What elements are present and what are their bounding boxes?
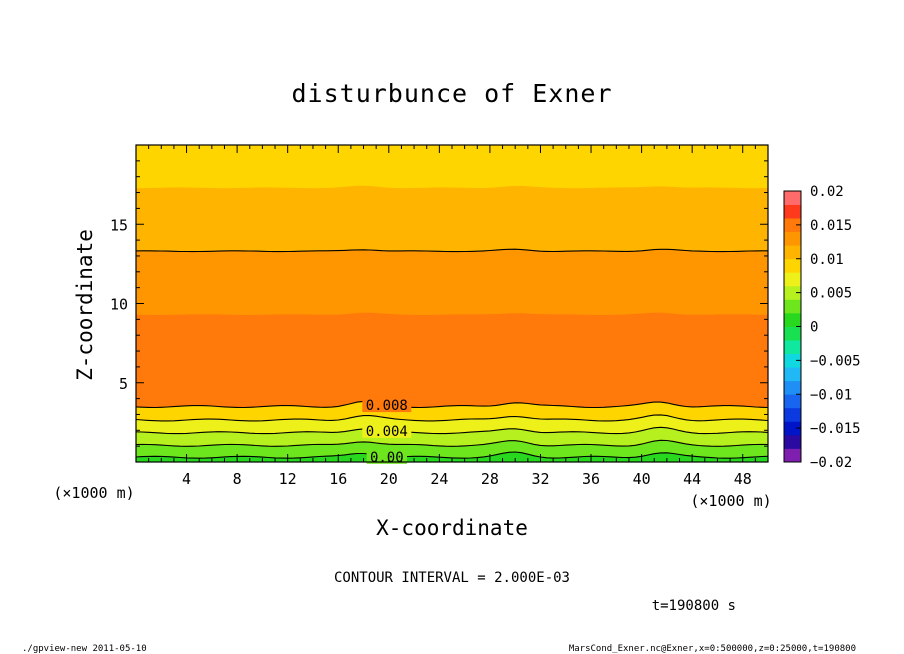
- colorbar-tick-label: 0.015: [810, 218, 852, 234]
- x-tick-label: 4: [182, 470, 191, 488]
- colorbar-ticks: 0.02 0.015 0.01 0.005 0 −0.005 −0.01 −0.015 −0.0…: [796, 184, 861, 471]
- y-tick-label: 15: [110, 216, 128, 234]
- contour-label-bg-0: [366, 449, 407, 464]
- colorbar-tick-label: 0.02: [810, 184, 844, 200]
- y-tick-label: 5: [119, 375, 128, 393]
- x-tick-label: 44: [683, 470, 701, 488]
- contour-label-0: 0.00: [370, 450, 404, 466]
- colorbar-swatch: [784, 380, 801, 395]
- x-tick-label: 16: [329, 470, 347, 488]
- footer-right: MarsCond_Exner.nc@Exner,x=0:500000,z=0:2…: [569, 644, 856, 654]
- x-tick-label: 48: [734, 470, 752, 488]
- x-tick-label: 8: [233, 470, 242, 488]
- x-axis-unit: (×1000 m): [690, 492, 771, 510]
- colorbar-swatch: [784, 448, 801, 463]
- colorbar-swatch: [784, 407, 801, 422]
- colorbar-tick-label: 0: [810, 320, 818, 336]
- colorbar-swatch: [784, 258, 801, 273]
- filled-contour-bands: [136, 145, 768, 462]
- contour-label-bg-4: [362, 398, 412, 413]
- colorbar-swatch: [784, 340, 801, 354]
- x-tick-label: 36: [582, 470, 600, 488]
- colorbar-tick-label: −0.01: [810, 387, 852, 403]
- colorbar-tick-label: −0.02: [810, 455, 852, 471]
- colorbar-swatch: [784, 421, 801, 436]
- colorbar-tick-label: 0.01: [810, 252, 844, 268]
- x-axis-ticks: 4 8 12 16 20 24 28 32 36 40 44 48: [135, 145, 769, 488]
- colorbar-tick-label: 0.005: [810, 286, 852, 302]
- colorbar-swatch: [784, 353, 801, 368]
- y-axis-label: Z-coordinate: [73, 229, 97, 381]
- contour-band-8: [136, 452, 768, 462]
- colorbar-swatch: [784, 204, 801, 219]
- colorbar-swatch: [784, 285, 801, 300]
- x-tick-label: 24: [430, 470, 448, 488]
- colorbar-swatch: [784, 231, 801, 246]
- time-stamp: t=190800 s: [652, 598, 736, 614]
- contour-line-5: [135, 248, 768, 253]
- colorbar-tick-label: −0.015: [810, 421, 861, 437]
- contour-interval-note: CONTOUR INTERVAL = 2.000E-03: [334, 570, 570, 586]
- colorbar-swatch: [784, 245, 801, 260]
- x-tick-label: 20: [380, 470, 398, 488]
- colorbar-swatch: [784, 272, 801, 287]
- contour-line-2: [135, 426, 769, 435]
- colorbar-swatch: [784, 326, 801, 341]
- contour-label-2: 0.004: [366, 424, 408, 440]
- contour-line-3: [135, 414, 769, 422]
- colorbar-swatch: [784, 299, 801, 314]
- footer-left: ./gpview-new 2011-05-10: [22, 644, 147, 654]
- colorbar-swatch: [784, 367, 801, 382]
- y-axis-ticks: 5 10 15: [110, 144, 768, 463]
- colorbar-swatch: [784, 434, 801, 449]
- colorbar-swatch: [784, 191, 801, 205]
- contour-line-1: [135, 439, 769, 447]
- colorbar: [783, 190, 802, 463]
- x-tick-label: 40: [633, 470, 651, 488]
- contour-line-4: [135, 400, 769, 409]
- colorbar-tick-label: −0.005: [810, 353, 861, 369]
- contour-lines: 0.00 0.004 0.008: [135, 248, 769, 466]
- x-tick-label: 28: [481, 470, 499, 488]
- colorbar-swatch: [784, 394, 801, 409]
- x-tick-label: 32: [531, 470, 549, 488]
- colorbar-swatch: [784, 218, 801, 233]
- contour-label-4: 0.008: [366, 398, 408, 414]
- y-axis-unit: (×1000 m): [53, 484, 134, 502]
- x-axis-label: X-coordinate: [376, 516, 528, 540]
- chart-title: disturbunce of Exner: [291, 79, 612, 108]
- contour-line-0: [135, 451, 769, 459]
- x-tick-label: 12: [279, 470, 297, 488]
- y-tick-label: 10: [110, 296, 128, 314]
- colorbar-swatch: [784, 312, 801, 327]
- contour-label-bg-2: [362, 423, 412, 438]
